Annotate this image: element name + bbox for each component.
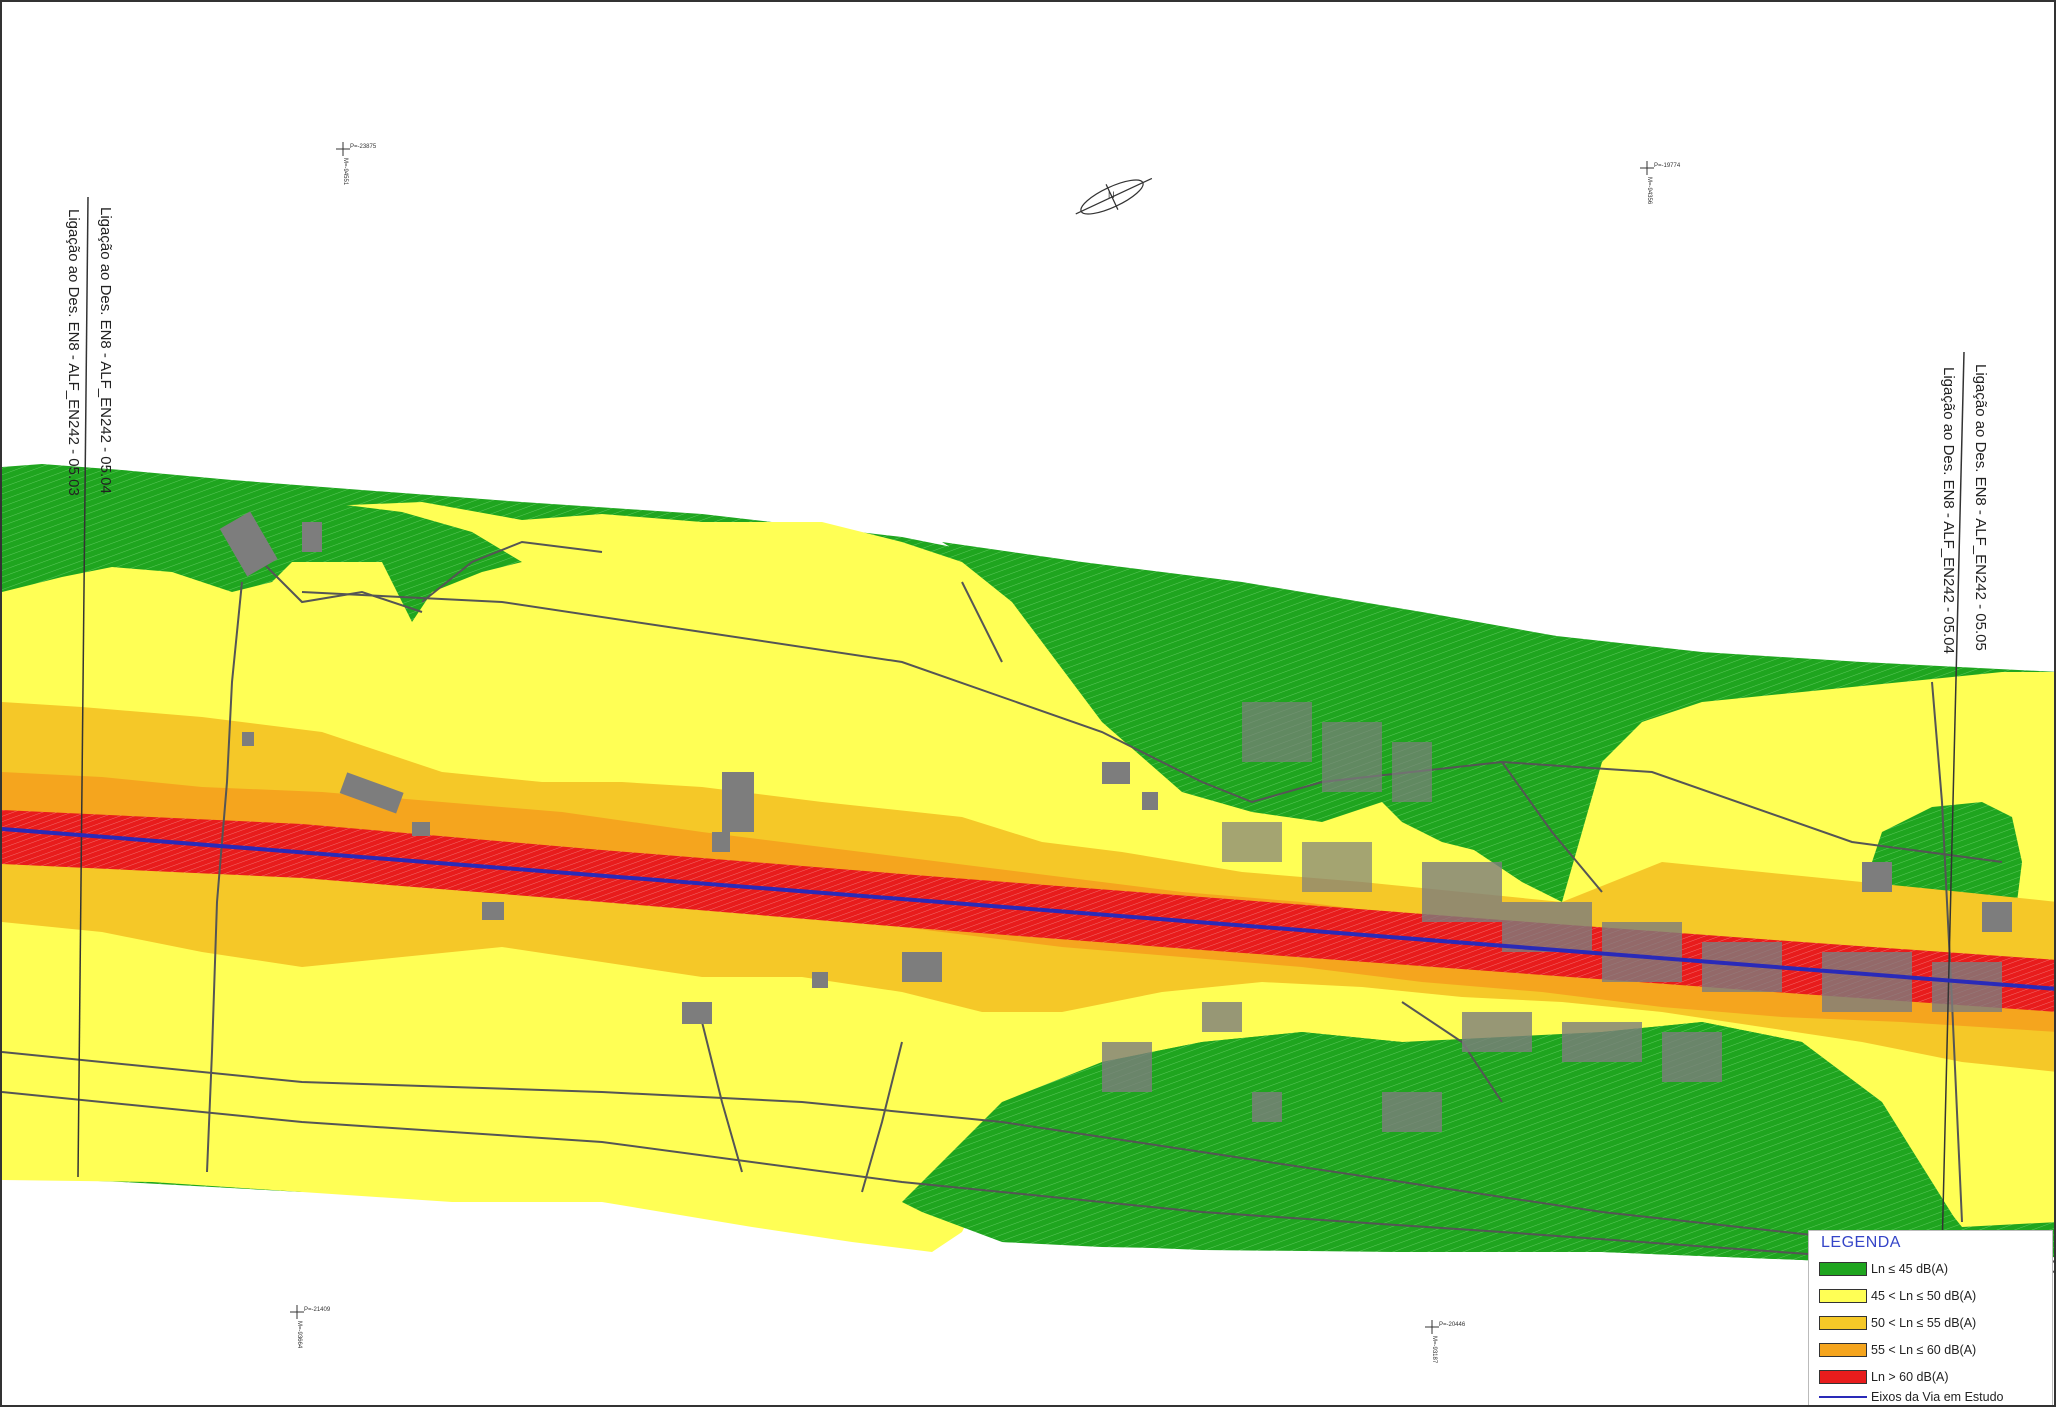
legend: LEGENDA Ln ≤ 45 dB(A) 45 < Ln ≤ 50 dB(A)… [1808,1230,2053,1405]
legend-label: 50 < Ln ≤ 55 dB(A) [1871,1316,1977,1330]
north-arrow-icon [1075,177,1153,215]
legend-title: LEGENDA [1821,1234,1901,1251]
grid-marker-bl-v: M=-93664 [296,1321,302,1349]
legend-swatch [1819,1370,1867,1384]
north-arrow-label: N [1108,190,1115,200]
legend-swatch [1819,1289,1867,1303]
grid-marker-bl-h: P=-21409 [304,1307,331,1313]
road-axis-line [2,827,2054,991]
section-lines [77,196,1965,1253]
legend-label: Ln > 60 dB(A) [1871,1370,1949,1384]
legend-item: Ln ≤ 45 dB(A) [1819,1259,1948,1279]
grid-marker-br-h: P=-20446 [1439,1322,1466,1328]
buildings [219,511,2012,1132]
section-label-left-inner: Ligação ao Des. EN8 - ALF_EN242 - 05.03 [65,209,82,496]
grid-crosses [290,142,1654,1334]
legend-label: Ln ≤ 45 dB(A) [1871,1262,1949,1276]
grid-marker-tr-v: M=-94356 [1646,177,1652,205]
legend-swatch [1819,1262,1867,1276]
section-label-right-inner: Ligação ao Des. EN8 - ALF_EN242 - 05.04 [1940,367,1957,654]
legend-item: 50 < Ln ≤ 55 dB(A) [1819,1313,1976,1333]
legend-axis-line [1819,1396,1867,1398]
road-network [2,540,2054,1273]
section-label-left-outer: Ligação ao Des. EN8 - ALF_EN242 - 05.04 [97,207,114,494]
legend-label: 55 < Ln ≤ 60 dB(A) [1871,1343,1977,1357]
legend-item: 45 < Ln ≤ 50 dB(A) [1819,1286,1976,1306]
grid-marker-tl-v: M=-94551 [342,158,348,186]
grid-marker-tr-h: P=-19774 [1654,163,1681,169]
section-label-right-outer: Ligação ao Des. EN8 - ALF_EN242 - 05.05 [1972,364,1989,651]
zone-ln-le-45-lower [902,1022,1962,1264]
legend-swatch [1819,1343,1867,1357]
grid-marker-tl-h: P=-23875 [350,144,377,150]
legend-label: 45 < Ln ≤ 50 dB(A) [1871,1289,1977,1303]
legend-label: Eixos da Via em Estudo [1871,1390,2004,1404]
legend-item: 55 < Ln ≤ 60 dB(A) [1819,1340,1976,1360]
legend-item: Ln > 60 dB(A) [1819,1367,1948,1387]
legend-swatch [1819,1316,1867,1330]
zone-ln-gt-60 [2,810,2054,1012]
legend-item-axis: Eixos da Via em Estudo [1819,1387,2004,1405]
grid-marker-br-v: M=-93187 [1431,1336,1437,1364]
